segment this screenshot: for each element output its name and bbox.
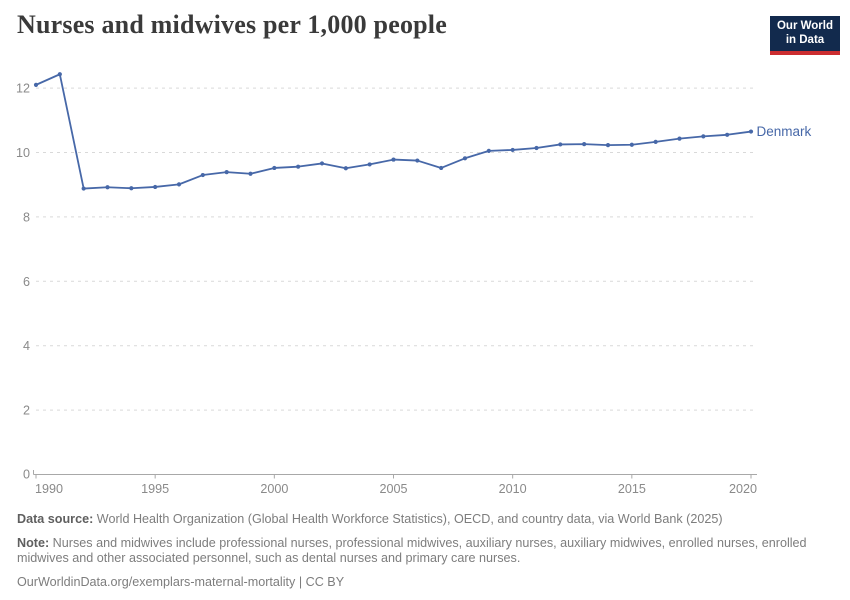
data-point [486,148,491,153]
x-axis-tick-label: 2020 [729,482,757,496]
data-point [200,172,205,178]
data-point [296,164,301,169]
x-axis-tick-label: 1990 [35,482,63,496]
data-point [439,165,444,171]
data-point [105,185,110,190]
data-point [248,171,253,176]
data-point [462,156,468,161]
note-line: Note: Nurses and midwives include profes… [17,536,823,567]
y-axis-tick-label: 10 [16,146,30,160]
data-point [57,72,62,77]
data-point [272,165,277,171]
line-chart[interactable]: 0 2 4 6 8 10 12 1990 1995 2000 2005 2010 2015 2020 Den… [0,0,850,505]
data-point [415,158,420,163]
x-axis-tick-label: 2015 [618,482,646,496]
data-point [81,186,86,191]
data-source-text: World Health Organization (Global Health… [93,512,723,526]
chart-footer: Data source: World Health Organization (… [17,512,823,598]
canonical-url-link[interactable]: OurWorldinData.org/exemplars-maternal-mo… [17,574,296,589]
data-point [534,145,539,151]
license-separator: | [295,574,306,589]
x-axis-tick-label: 2010 [499,482,527,496]
y-axis-tick-label: 2 [23,404,30,418]
license-label: CC BY [305,574,345,589]
y-axis-tick-label: 8 [23,210,30,224]
data-point [558,142,563,147]
data-point [129,186,134,191]
data-point [701,134,706,139]
data-point [391,157,396,162]
data-point [367,162,372,167]
owid-logo[interactable]: Our World in Data [770,16,840,55]
y-axis-tick-label: 0 [23,468,30,482]
data-point [153,184,158,190]
data-point [677,136,682,141]
license-line: OurWorldinData.org/exemplars-maternal-mo… [17,575,823,591]
note-label: Note: [17,535,50,550]
page-title: Nurses and midwives per 1,000 people [17,10,447,39]
data-point [33,82,39,87]
data-point [343,166,348,171]
x-axis-tick-label: 2005 [379,482,407,496]
x-axis-tick-label: 1995 [141,482,169,496]
owid-logo-line1: Our World [776,19,833,32]
data-point [725,132,730,137]
data-point [605,142,611,148]
data-point [176,182,182,187]
note-text: Nurses and midwives include professional… [17,535,807,566]
x-axis-tick-label: 2000 [260,482,288,496]
data-point [510,147,515,153]
y-axis-tick-label: 12 [16,82,30,96]
data-point [748,129,754,134]
y-axis-tick-label: 4 [23,339,30,353]
trend-line [35,73,752,190]
owid-logo-line2: in Data [785,33,825,46]
y-axis-tick-label: 6 [23,275,30,289]
data-source-label: Data source: [17,512,94,526]
data-point [582,142,587,147]
data-point [224,170,229,175]
data-point [629,142,634,147]
data-source-line: Data source: World Health Organization (… [17,512,823,528]
data-point [653,139,658,144]
data-point [319,161,325,166]
entity-label[interactable]: Denmark [757,124,812,139]
